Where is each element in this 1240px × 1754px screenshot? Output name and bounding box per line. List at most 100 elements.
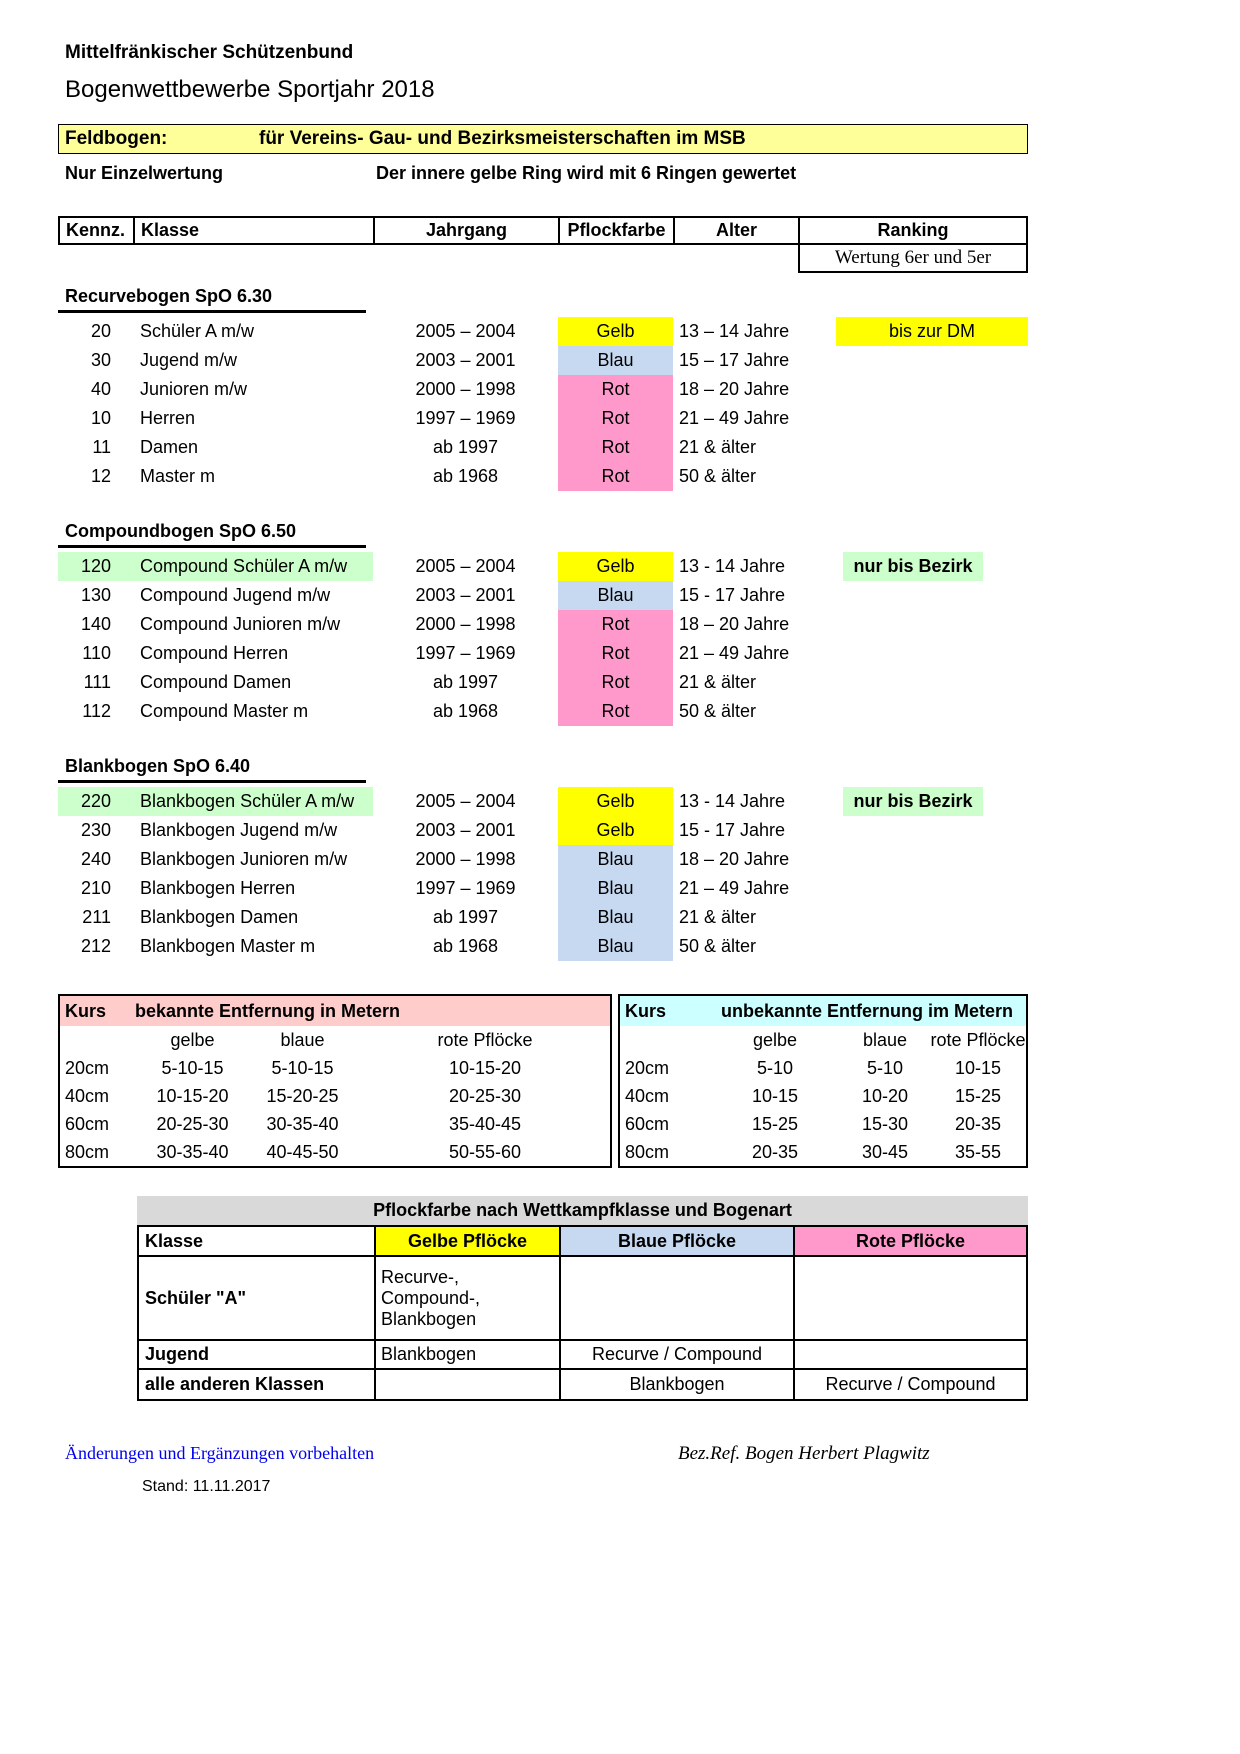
alter-cell: 18 – 20 Jahre <box>679 379 790 399</box>
pflock-col-header-1: Gelbe Pflöcke <box>376 1227 561 1257</box>
kennz-cell: 240 <box>80 849 111 869</box>
ranking-badge: nur bis Bezirk <box>843 787 983 816</box>
pflock-gelb-cell: Recurve-, Compound-, Blankbogen <box>376 1257 561 1341</box>
alter-cell: 21 – 49 Jahre <box>679 878 790 898</box>
klasse-cell: Blankbogen Jugend m/w <box>140 820 338 840</box>
distance-row-40cm: 40cm 10-15 10-20 15-25 <box>620 1082 1026 1110</box>
pflockfarbe-cell: Gelb <box>558 317 673 346</box>
footer-signature: Bez.Ref. Bogen Herbert Plagwitz <box>678 1443 930 1464</box>
jahrgang-cell: 2000 – 1998 <box>415 614 516 634</box>
alter-cell: 21 – 49 Jahre <box>679 643 790 663</box>
pflockfarbe-cell: Rot <box>558 639 673 668</box>
klasse-cell: Blankbogen Herren <box>140 878 296 898</box>
ranking-cell <box>798 462 1028 491</box>
kennz-cell: 212 <box>80 936 111 956</box>
distance-value: 15-25 <box>751 1113 799 1134</box>
distance-value: 20-35 <box>954 1113 1002 1134</box>
kennz-cell: 130 <box>80 585 111 605</box>
class-row-112: 112 Compound Master m ab 1968 Rot 50 & älter <box>58 697 1028 726</box>
kurs-label: Kurs <box>65 1000 107 1021</box>
pflockfarbe-cell: Blau <box>558 845 673 874</box>
kurs-size: 20cm <box>625 1057 670 1078</box>
kennz-cell: 10 <box>90 408 111 428</box>
class-row-211: 211 Blankbogen Damen ab 1997 Blau 21 & älter <box>58 903 1028 932</box>
kurs-size: 40cm <box>625 1085 670 1106</box>
jahrgang-cell: 2005 – 2004 <box>415 791 516 811</box>
jahrgang-cell: 1997 – 1969 <box>415 878 516 898</box>
distance-value: 30-35-40 <box>156 1141 229 1162</box>
distance-value: 10-15-20 <box>448 1057 522 1078</box>
distance-row-20cm: 20cm 5-10-15 5-10-15 10-15-20 <box>60 1054 610 1082</box>
kennz-cell: 140 <box>80 614 111 634</box>
kennz-cell: 210 <box>80 878 111 898</box>
class-row-140: 140 Compound Junioren m/w 2000 – 1998 Rot 18… <box>58 610 1028 639</box>
pflockfarbe-cell: Rot <box>558 697 673 726</box>
column-header-4: Alter <box>673 216 798 245</box>
pflockfarbe-cell: Rot <box>558 375 673 404</box>
column-header-0: Kennz. <box>58 216 133 245</box>
kennz-cell: 30 <box>90 350 111 370</box>
pfl-col-header: rote Pflöcke <box>437 1029 533 1050</box>
distance-value: 5-10 <box>756 1057 794 1078</box>
kennz-cell: 40 <box>90 379 111 399</box>
pflock-gelb-cell: Blankbogen <box>376 1341 561 1370</box>
alter-cell: 21 – 49 Jahre <box>679 408 790 428</box>
ranking-subnote: Wertung 6er und 5er <box>798 245 1028 273</box>
ranking-subnote-row: Wertung 6er und 5er <box>58 245 1028 273</box>
pflock-row: Schüler "A" Recurve-, Compound-, Blankbog… <box>139 1257 1026 1341</box>
kurs-size: 80cm <box>625 1141 670 1162</box>
distance-value: 15-25 <box>954 1085 1002 1106</box>
class-table-body: Recurvebogen SpO 6.30 20 Schüler A m/w 2005… <box>58 286 1028 961</box>
pflockfarbe-cell: Blau <box>558 932 673 961</box>
kennz-cell: 120 <box>58 552 133 581</box>
class-table: Kennz. Klasse Jahrgang Pflockfarbe Alter Rank… <box>58 216 1028 961</box>
footer-note: Änderungen und Ergänzungen vorbehalten <box>65 1443 375 1463</box>
jahrgang-cell: ab 1997 <box>432 672 499 692</box>
subnote-line: Nur Einzelwertung Der innere gelbe Ring … <box>58 160 1028 186</box>
alter-cell: 50 & älter <box>679 701 757 721</box>
ranking-cell <box>798 433 1028 462</box>
distance-value: 15-30 <box>861 1113 909 1134</box>
pflock-klasse-cell: Jugend <box>139 1341 376 1370</box>
class-row-30: 30 Jugend m/w 2003 – 2001 Blau 15 – 17 Jahre <box>58 346 1028 375</box>
pflock-blau-cell: Blankbogen <box>561 1370 795 1399</box>
ranking-cell <box>798 697 1028 726</box>
klasse-cell: Blankbogen Junioren m/w <box>140 849 348 869</box>
kurs-label: Kurs <box>625 1000 667 1021</box>
section-heading: Recurvebogen SpO 6.30 <box>58 286 366 313</box>
distance-table-unknown: Kurs unbekannte Entfernung im Metern gelbe… <box>618 994 1028 1168</box>
kennz-cell: 20 <box>90 321 111 341</box>
alter-cell: 21 & älter <box>679 907 757 927</box>
alter-cell: 18 – 20 Jahre <box>679 849 790 869</box>
pflock-header-row: Klasse Gelbe Pflöcke Blaue Pflöcke Rote Pfl… <box>139 1227 1026 1257</box>
class-row-10: 10 Herren 1997 – 1969 Rot 21 – 49 Jahre <box>58 404 1028 433</box>
stand-date: Stand: 11.11.2017 <box>142 1478 271 1495</box>
pflock-table-grid: Klasse Gelbe Pflöcke Blaue Pflöcke Rote Pfl… <box>137 1225 1028 1401</box>
distance-value: 20-35 <box>751 1141 799 1162</box>
alter-cell: 13 – 14 Jahre <box>679 321 790 341</box>
klasse-cell: Blankbogen Damen <box>140 907 299 927</box>
klasse-cell: Blankbogen Master m <box>140 936 316 956</box>
alter-cell: 21 & älter <box>679 437 757 457</box>
distance-value: 5-10-15 <box>161 1057 224 1078</box>
ranking-badge: bis zur DM <box>836 317 1028 346</box>
pflock-klasse-cell: Schüler "A" <box>139 1257 376 1341</box>
class-row-40: 40 Junioren m/w 2000 – 1998 Rot 18 – 20 Jahr… <box>58 375 1028 404</box>
ranking-cell <box>798 375 1028 404</box>
section-heading: Compoundbogen SpO 6.50 <box>58 521 366 548</box>
pflock-row: alle anderen Klassen Blankbogen Recurve / … <box>139 1370 1026 1399</box>
class-row-111: 111 Compound Damen ab 1997 Rot 21 & älter <box>58 668 1028 697</box>
klasse-cell: Master m <box>140 466 216 486</box>
klasse-cell: Compound Jugend m/w <box>140 585 331 605</box>
pflock-klasse-cell: alle anderen Klassen <box>139 1370 376 1399</box>
alter-cell: 50 & älter <box>679 466 757 486</box>
distance-tables: Kurs bekannte Entfernung in Metern gelbe bl… <box>58 994 1028 1168</box>
kurs-size: 20cm <box>65 1057 110 1078</box>
ranking-cell <box>798 346 1028 375</box>
distance-row-40cm: 40cm 10-15-20 15-20-25 20-25-30 <box>60 1082 610 1110</box>
class-row-210: 210 Blankbogen Herren 1997 – 1969 Blau 21 – … <box>58 874 1028 903</box>
klasse-cell: Compound Schüler A m/w <box>133 552 373 581</box>
klasse-cell: Compound Junioren m/w <box>140 614 341 634</box>
kennz-cell: 220 <box>58 787 133 816</box>
pfl-col-header: rote Pflöcke <box>930 1029 1026 1050</box>
